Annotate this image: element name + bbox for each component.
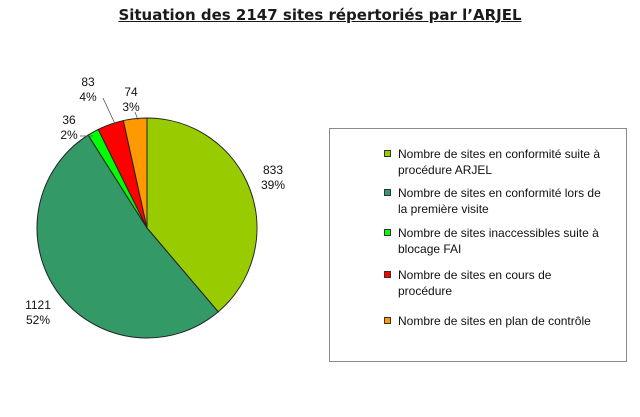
slice-percent-3: 4%	[79, 90, 97, 104]
chart-title: Situation des 2147 sites répertoriés par…	[118, 6, 522, 24]
chart-legend: Nombre de sites en conformité suite à pr…	[329, 128, 627, 362]
legend-item-4: Nombre de sites en plan de contrôle	[384, 313, 608, 329]
legend-label-3: Nombre de sites en cours de procédure	[398, 268, 552, 298]
slice-percent-4: 3%	[122, 100, 140, 114]
slice-percent-0: 39%	[260, 178, 286, 192]
leader-line-2	[134, 111, 139, 121]
legend-swatch-0	[384, 150, 391, 157]
slice-value-2: 36	[62, 113, 76, 127]
slice-value-4: 74	[124, 85, 138, 99]
legend-label-4: Nombre de sites en plan de contrôle	[398, 314, 591, 328]
legend-label-0: Nombre de sites en conformité suite à pr…	[398, 147, 601, 177]
slice-value-0: 833	[262, 163, 284, 177]
slice-label-4: 74 3%	[119, 85, 143, 115]
legend-item-0: Nombre de sites en conformité suite à pr…	[384, 146, 608, 178]
slice-percent-1: 52%	[25, 313, 51, 327]
legend-swatch-4	[384, 317, 391, 324]
legend-item-2: Nombre de sites inaccessibles suite à bl…	[384, 225, 608, 257]
legend-label-1: Nombre de sites en conformité lors de la…	[398, 186, 601, 216]
legend-label-2: Nombre de sites inaccessibles suite à bl…	[398, 226, 599, 256]
slice-label-3: 83 4%	[76, 75, 100, 105]
slice-label-0: 833 39%	[253, 163, 293, 193]
pie-slice-1	[36, 134, 219, 339]
legend-swatch-3	[384, 271, 391, 278]
slice-value-1: 1121	[25, 298, 51, 312]
slice-label-2: 36 2%	[57, 113, 81, 143]
legend-swatch-2	[384, 229, 391, 236]
pie-slice-0	[146, 117, 258, 313]
legend-item-1: Nombre de sites en conformité lors de la…	[384, 185, 608, 217]
legend-item-3: Nombre de sites en cours de procédure	[384, 267, 608, 299]
pie-slice-4	[122, 117, 148, 229]
leader-line-1	[102, 97, 117, 127]
slice-value-3: 83	[81, 75, 95, 89]
slice-label-1: 1121 52%	[18, 298, 58, 328]
legend-swatch-1	[384, 189, 391, 196]
slice-percent-2: 2%	[60, 128, 78, 142]
